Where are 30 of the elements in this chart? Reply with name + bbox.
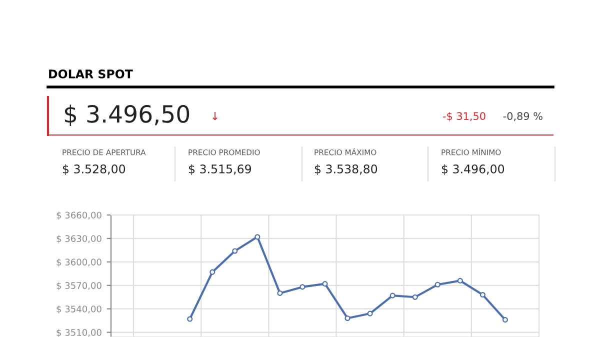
text: $ 3.496,00 bbox=[442, 164, 504, 175]
point bbox=[434, 282, 440, 288]
point bbox=[254, 234, 260, 240]
point bbox=[480, 292, 486, 298]
point bbox=[187, 316, 193, 322]
chart-title: DOLAR SPOT bbox=[49, 69, 133, 78]
y-tick-label: $ 3600,00 bbox=[56, 258, 102, 267]
text: -$ 31,50 bbox=[442, 112, 486, 122]
text: $ 3.528,00 bbox=[62, 164, 126, 175]
point bbox=[390, 292, 396, 298]
point bbox=[344, 315, 350, 322]
y-tick-label: $ 3630,00 bbox=[56, 235, 102, 244]
point bbox=[232, 248, 238, 254]
y-tick-label: $ 3660,00 bbox=[56, 212, 102, 220]
point bbox=[457, 278, 463, 284]
point bbox=[210, 269, 216, 275]
point bbox=[277, 290, 283, 296]
point bbox=[300, 284, 306, 290]
text: ↓ bbox=[212, 112, 218, 120]
point bbox=[322, 281, 328, 287]
point bbox=[502, 317, 508, 323]
text: $ 3.515,69 bbox=[188, 164, 252, 175]
text: $ 3.496,50 bbox=[64, 104, 190, 126]
point bbox=[367, 310, 373, 316]
y-tick-label: $ 3510,00 bbox=[56, 328, 102, 337]
y-tick-label: $ 3540,00 bbox=[56, 305, 102, 314]
point bbox=[412, 294, 418, 300]
text: $ 3.538,80 bbox=[314, 164, 378, 175]
text: -0,89 % bbox=[503, 112, 542, 122]
y-tick-label: $ 3570,00 bbox=[56, 282, 102, 290]
